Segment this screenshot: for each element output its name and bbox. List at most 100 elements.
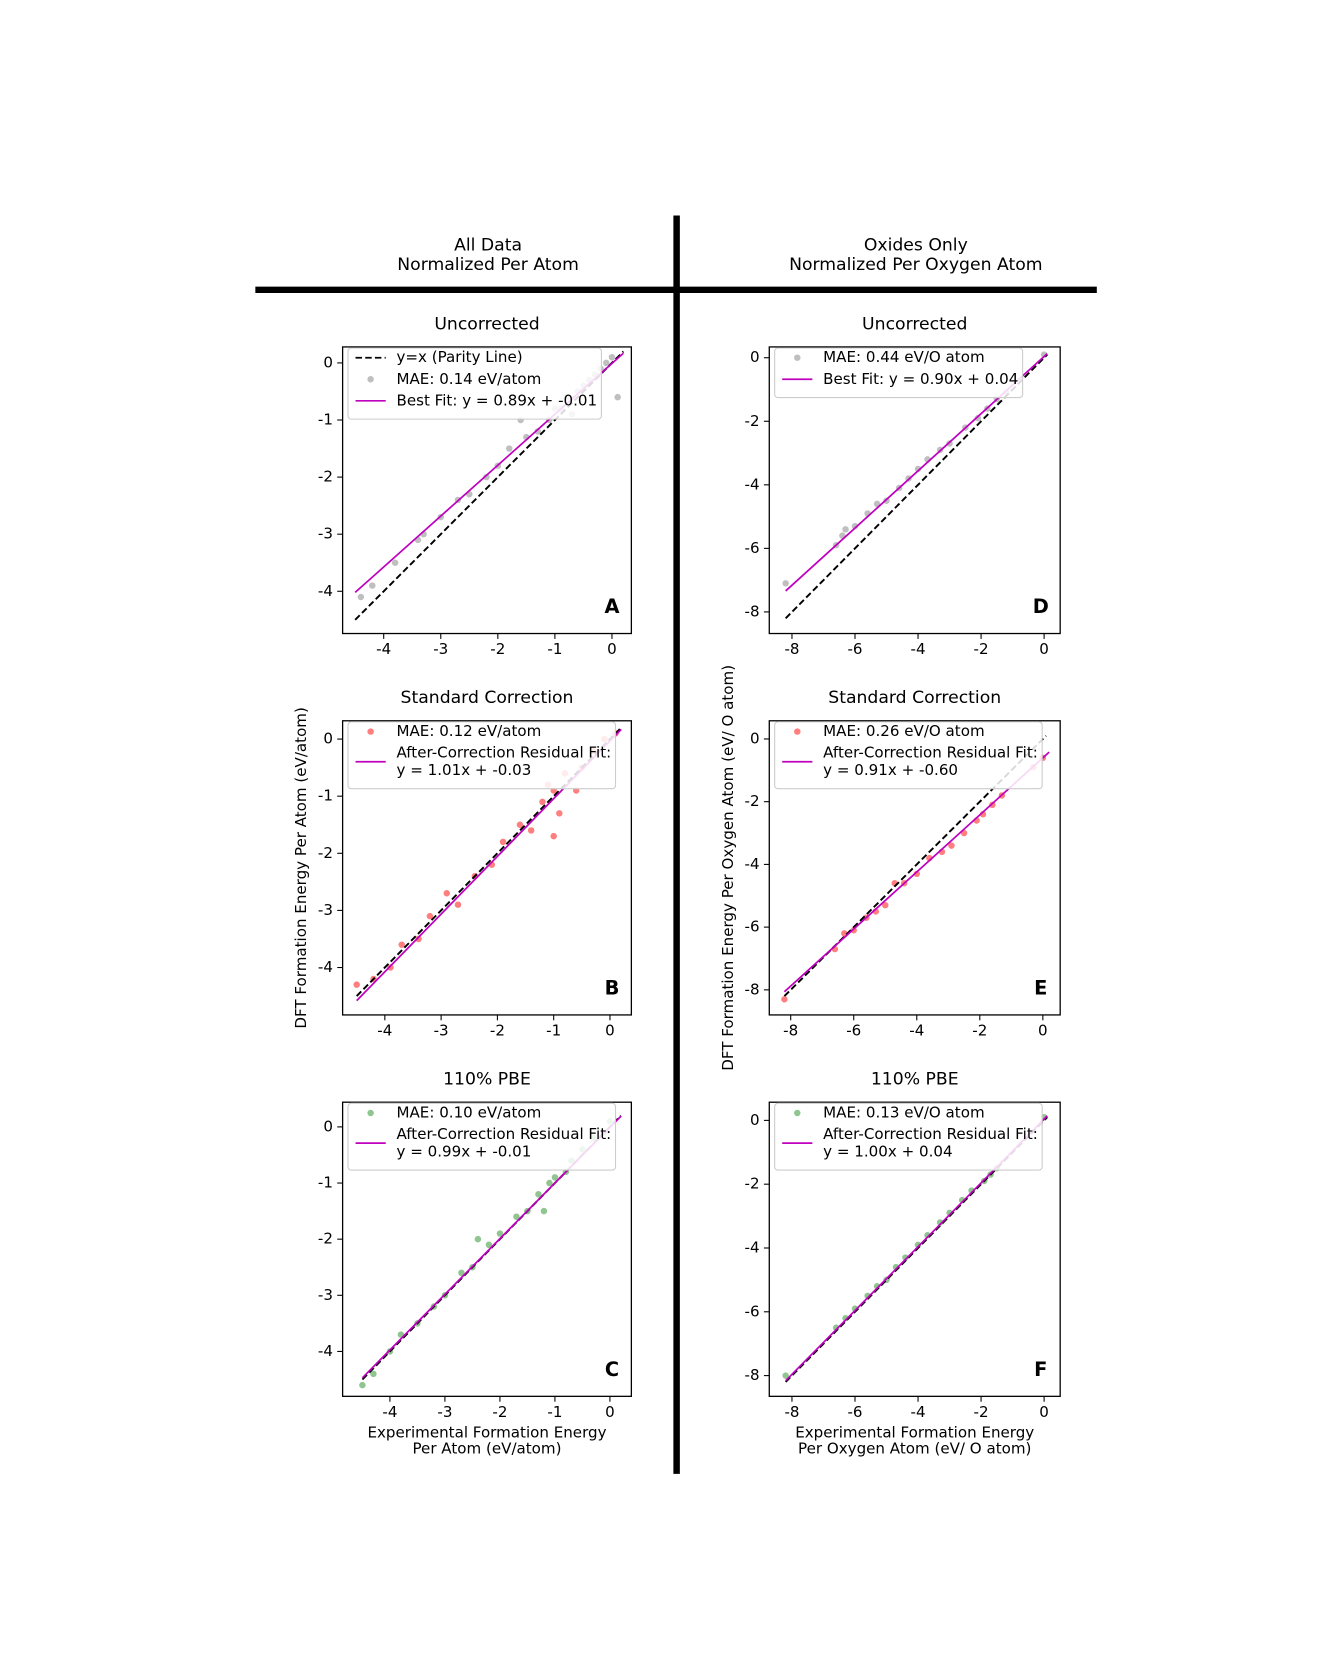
legend-label: Best Fit: y = 0.89x + -0.01 bbox=[396, 391, 597, 409]
panel: Standard Correction -8 -6 -4 -2 0 0 -2 -4 -6 -8 E MA… bbox=[719, 665, 1061, 1071]
x-tick-label: -8 bbox=[784, 1403, 799, 1421]
panel: Uncorrected -4 -3 -2 -1 0 0 -1 -2 -3 -4 Ay=x (Parit… bbox=[318, 314, 633, 658]
y-tick-label: -2 bbox=[745, 792, 760, 810]
panel-title: Standard Correction bbox=[401, 688, 574, 708]
legend-label: y = 0.91x + -0.60 bbox=[823, 761, 958, 779]
x-tick-label: -3 bbox=[434, 1022, 449, 1040]
legend-label: Best Fit: y = 0.90x + 0.04 bbox=[823, 370, 1018, 388]
y-tick-label: -8 bbox=[745, 602, 760, 620]
legend-marker bbox=[367, 376, 374, 383]
data-point bbox=[426, 912, 434, 920]
x-tick-label: -6 bbox=[847, 640, 862, 658]
x-tick-label: 0 bbox=[605, 1022, 615, 1040]
x-tick-label: -1 bbox=[547, 640, 562, 658]
legend: MAE: 0.44 eV/O atom Best Fit: y = 0.90x +… bbox=[774, 347, 1024, 399]
data-point bbox=[485, 1241, 493, 1249]
data-point bbox=[398, 941, 405, 948]
y-tick-label: -3 bbox=[318, 1286, 333, 1304]
x-tick-label: -2 bbox=[490, 1022, 505, 1040]
data-point bbox=[496, 1230, 504, 1237]
data-point bbox=[913, 870, 921, 878]
y-tick-label: -4 bbox=[318, 958, 333, 976]
x-tick-label: -1 bbox=[546, 1022, 561, 1040]
x-axis-label: Experimental Formation Energy bbox=[367, 1423, 606, 1441]
x-tick-label: -4 bbox=[376, 640, 391, 658]
data-point bbox=[474, 1235, 482, 1243]
legend-marker bbox=[794, 354, 801, 361]
y-tick-label: -4 bbox=[318, 582, 333, 600]
legend-label: MAE: 0.13 eV/O atom bbox=[823, 1103, 985, 1121]
data-point bbox=[357, 593, 365, 601]
y-tick-label: -4 bbox=[745, 855, 760, 873]
y-tick-label: -3 bbox=[318, 901, 333, 919]
y-tick-label: 0 bbox=[323, 353, 333, 371]
data-point bbox=[948, 842, 955, 849]
legend-label: y = 1.00x + 0.04 bbox=[823, 1142, 952, 1160]
data-point bbox=[369, 582, 376, 589]
x-tick-label: 0 bbox=[607, 640, 617, 658]
panel-title: Uncorrected bbox=[434, 314, 539, 334]
y-tick-label: -8 bbox=[745, 980, 760, 998]
data-point bbox=[513, 1213, 520, 1220]
x-tick-label: -2 bbox=[974, 1403, 989, 1421]
y-tick-label: -3 bbox=[318, 525, 333, 543]
y-tick-label: -6 bbox=[745, 539, 760, 557]
y-tick-label: -2 bbox=[745, 412, 760, 430]
y-axis-label: DFT Formation Energy Per Atom (eV/atom) bbox=[292, 707, 310, 1029]
legend-label: After-Correction Residual Fit: bbox=[396, 744, 611, 762]
x-tick-label: -4 bbox=[909, 1022, 924, 1040]
data-point bbox=[556, 810, 563, 817]
data-point bbox=[614, 393, 621, 401]
legend-label: After-Correction Residual Fit: bbox=[396, 1125, 611, 1143]
y-tick-label: -2 bbox=[318, 1230, 333, 1248]
x-tick-label: -4 bbox=[382, 1403, 397, 1421]
data-point bbox=[608, 353, 616, 361]
y-tick-label: -1 bbox=[318, 411, 333, 429]
legend-box bbox=[774, 721, 1043, 790]
legend-label: MAE: 0.14 eV/atom bbox=[396, 370, 541, 388]
data-point bbox=[516, 821, 524, 828]
x-tick-label: -3 bbox=[433, 640, 448, 658]
data-point bbox=[370, 1370, 377, 1378]
legend-label: After-Correction Residual Fit: bbox=[823, 744, 1038, 762]
legend-marker bbox=[367, 1109, 374, 1117]
x-axis-label: Experimental Formation Energy bbox=[795, 1423, 1034, 1441]
data-point bbox=[936, 1219, 944, 1226]
legend-label: MAE: 0.44 eV/O atom bbox=[823, 348, 985, 366]
parity-line bbox=[784, 353, 1048, 619]
y-tick-label: 0 bbox=[750, 729, 760, 747]
data-point bbox=[546, 1179, 553, 1187]
x-tick-label: -2 bbox=[974, 640, 989, 658]
data-point bbox=[851, 522, 859, 530]
legend-box bbox=[347, 721, 617, 790]
legend-label: MAE: 0.10 eV/atom bbox=[396, 1103, 541, 1121]
x-tick-label: -8 bbox=[784, 640, 799, 658]
legend: MAE: 0.10 eV/atom After-Correction Residu… bbox=[347, 1102, 617, 1171]
x-tick-label: -6 bbox=[847, 1403, 862, 1421]
data-point bbox=[902, 1254, 909, 1261]
legend-label: After-Correction Residual Fit: bbox=[823, 1125, 1038, 1143]
panel: Standard Correction -4 -3 -2 -1 0 0 -1 -2 -3 -4 B MA… bbox=[292, 688, 633, 1040]
data-point bbox=[527, 827, 535, 834]
y-tick-label: -1 bbox=[318, 1174, 333, 1192]
column-header: All Data bbox=[454, 236, 522, 256]
x-tick-label: 0 bbox=[1039, 640, 1049, 658]
panel-title: 110% PBE bbox=[871, 1070, 959, 1090]
column-header: Normalized Per Oxygen Atom bbox=[789, 255, 1042, 275]
data-point bbox=[506, 445, 513, 452]
panel: Uncorrected -8 -6 -4 -2 0 0 -2 -4 -6 -8 D MAE: 0.44 … bbox=[745, 314, 1061, 658]
plot-area bbox=[782, 1113, 1048, 1383]
column-header: Oxides Only bbox=[864, 236, 968, 256]
data-point bbox=[603, 359, 610, 367]
x-axis-label: Per Atom (eV/atom) bbox=[412, 1440, 561, 1458]
data-point bbox=[914, 465, 922, 473]
data-point bbox=[391, 559, 399, 566]
x-tick-label: -4 bbox=[911, 640, 926, 658]
x-tick-label: 0 bbox=[1038, 1022, 1048, 1040]
y-axis-label: DFT Formation Energy Per Oxygen Atom (eV… bbox=[719, 665, 737, 1071]
x-tick-label: 0 bbox=[605, 1403, 615, 1421]
panel-label: E bbox=[1034, 977, 1047, 1000]
legend: MAE: 0.12 eV/atom After-Correction Residu… bbox=[347, 721, 617, 790]
